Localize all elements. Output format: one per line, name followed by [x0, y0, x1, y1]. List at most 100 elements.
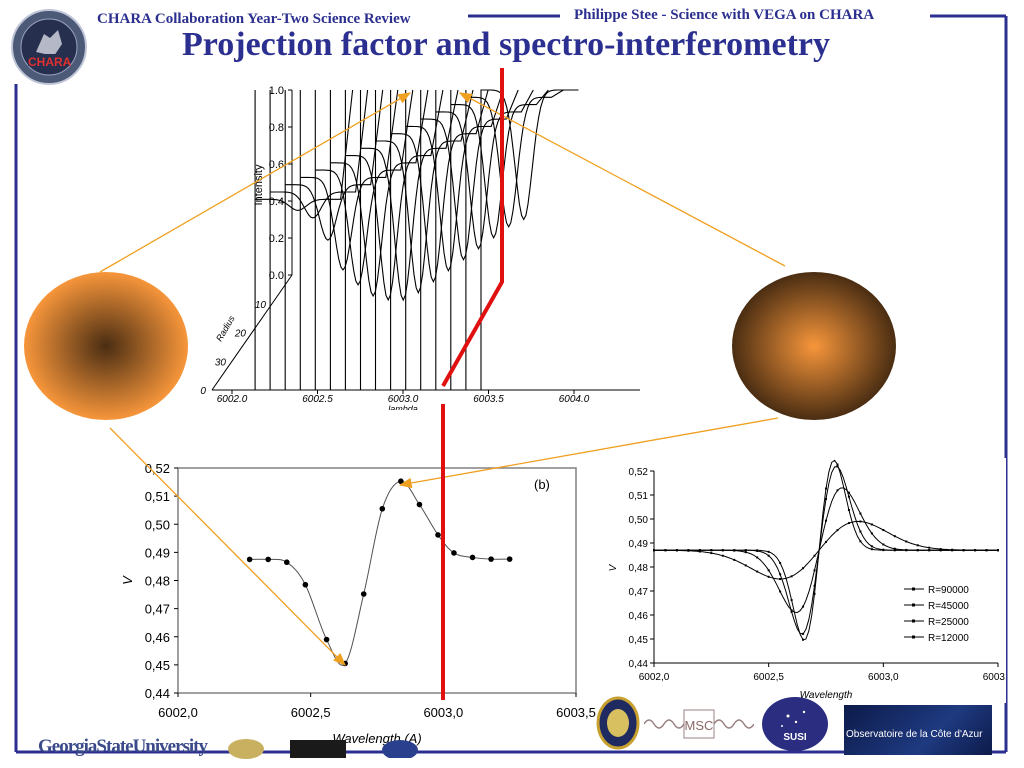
y-tick-label: 0,48 [629, 563, 649, 574]
y-tick-label: 0.4 [269, 196, 284, 208]
y-tick-label: 0,52 [629, 467, 649, 478]
series-marker [847, 509, 850, 512]
y-tick-label: 0.0 [269, 270, 284, 282]
oca-logo: Observatoire de la Côte d'Azur [844, 705, 992, 755]
y-tick-label: 0,45 [629, 635, 649, 646]
series-marker [939, 548, 942, 551]
series-marker [756, 570, 759, 573]
series-marker [847, 522, 850, 525]
data-point [416, 501, 423, 508]
line-profile-3d-chart: 1.00.80.60.40.20.0Intensity10203040Radiu… [200, 85, 640, 410]
series-marker [916, 549, 919, 552]
series-marker [698, 549, 701, 552]
series-marker [882, 548, 885, 551]
series-marker [893, 535, 896, 538]
x-tick-label: 6002.5 [302, 394, 333, 405]
series-marker [870, 523, 873, 526]
series-marker [698, 550, 701, 553]
series-marker [767, 554, 770, 557]
data-point [246, 556, 253, 563]
y-tick-label: 0,51 [629, 491, 649, 502]
series-marker [687, 549, 690, 552]
msc-logo-icon: MSC [644, 709, 754, 739]
series-marker [779, 578, 782, 581]
x-tick-label: 6002.0 [217, 394, 248, 405]
series-marker [836, 465, 839, 468]
series-marker [825, 540, 827, 543]
x-tick-label: 6002,0 [639, 672, 670, 683]
y-tick-label: 0,49 [145, 545, 170, 560]
series-marker [802, 567, 805, 570]
depth-tick-label: 40 [200, 386, 206, 397]
y-tick-label: 0,51 [145, 489, 170, 504]
series-marker [767, 550, 770, 553]
y-axis-label: V [120, 575, 135, 585]
x-tick-label: 6004.0 [559, 394, 590, 405]
y-tick-label: 0,50 [629, 515, 649, 526]
series-marker [893, 547, 896, 550]
series-marker [744, 551, 747, 554]
y-tick-label: 0,47 [629, 587, 649, 598]
susi-logo-text: SUSI [783, 732, 807, 743]
footer-navy-seal-icon [596, 696, 640, 750]
legend-marker [912, 619, 915, 623]
series-marker [928, 549, 931, 552]
series-marker [790, 599, 793, 602]
series-marker [951, 548, 954, 551]
y-tick-label: 0,46 [629, 611, 649, 622]
series-marker [836, 463, 839, 466]
depth-axis-label: Radius [214, 313, 237, 343]
series-marker [813, 569, 816, 572]
series-marker [767, 569, 770, 572]
depth-tick-label: 20 [234, 329, 247, 340]
data-point [342, 660, 348, 667]
x-tick-label: 6002,5 [291, 705, 331, 720]
series-marker [802, 638, 805, 641]
series-marker [790, 609, 793, 612]
visibility-chart-b: 0,52 0,51 0,50 0,49 0,48 0,47 0,46 0,45 0,44 6002… [120, 461, 596, 746]
series-marker [721, 549, 724, 552]
panel-label: (b) [534, 477, 550, 492]
data-point [283, 559, 290, 566]
series-marker [710, 549, 713, 552]
series-marker [744, 564, 747, 567]
chara-seal-icon [11, 9, 87, 85]
series-marker [928, 546, 931, 549]
y-tick-label: 0.8 [269, 122, 284, 134]
susi-logo-icon: SUSI [762, 697, 828, 751]
y-tick-label: 0.2 [269, 233, 284, 245]
series-marker [985, 549, 988, 552]
y-tick-label: 0.6 [269, 159, 284, 171]
series-marker [997, 549, 999, 552]
series-marker [813, 592, 816, 595]
series-marker [790, 610, 793, 613]
series-marker [813, 554, 816, 557]
series-marker [939, 549, 942, 552]
data-point [506, 556, 513, 562]
series-marker [756, 549, 759, 552]
series-marker [790, 575, 793, 578]
y-tick-label: 0,48 [145, 574, 170, 589]
y-axis-label: V [608, 563, 619, 571]
depth-tick-label: 30 [215, 357, 227, 368]
plot-area [177, 467, 577, 694]
slide-title: Projection factor and spectro-interferom… [182, 26, 830, 63]
data-point [323, 636, 330, 643]
series-marker [870, 545, 873, 548]
y-tick-label: 0,49 [629, 539, 649, 550]
data-point [435, 532, 441, 538]
legend-entry: R=90000 [928, 585, 969, 596]
legend-entry: R=25000 [928, 617, 969, 628]
data-point [451, 550, 457, 556]
series-marker [836, 529, 839, 532]
legend-marker [912, 587, 915, 591]
x-tick-label: 6003,0 [868, 672, 899, 683]
legend-entry: R=45000 [928, 601, 969, 612]
series-marker [675, 549, 678, 552]
series-marker [733, 549, 736, 552]
x-tick-label: 6003,5 [983, 672, 1006, 683]
series-marker [664, 549, 667, 552]
y-tick-label: 0,44 [145, 686, 170, 701]
y-tick-label: 0,52 [145, 461, 170, 476]
